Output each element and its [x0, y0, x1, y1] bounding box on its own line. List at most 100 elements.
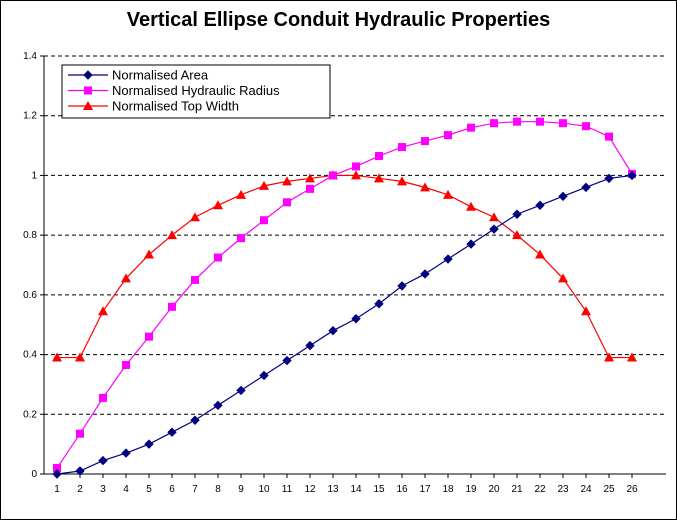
data-point-triangle	[489, 212, 499, 222]
legend-box	[61, 64, 331, 119]
data-point-diamond	[83, 70, 93, 80]
data-point-triangle	[190, 212, 200, 222]
data-point-square	[352, 162, 360, 171]
x-tick-label: 11	[282, 484, 293, 495]
data-point-diamond	[190, 415, 200, 425]
data-point-triangle	[351, 170, 361, 180]
data-point-diamond	[52, 469, 62, 479]
data-point-diamond	[374, 299, 384, 309]
x-tick-label: 14	[350, 484, 362, 495]
data-point-diamond	[98, 455, 108, 466]
data-point-triangle	[83, 101, 93, 110]
x-tick-label: 5	[146, 484, 152, 495]
x-tick-label: 25	[603, 484, 615, 495]
data-point-square	[605, 132, 613, 141]
data-point-triangle	[282, 176, 292, 186]
x-tick-label: 8	[215, 484, 221, 495]
x-tick-label: 23	[557, 484, 569, 495]
x-tick-label: 17	[419, 484, 431, 495]
data-point-triangle	[374, 173, 384, 183]
data-point-square	[398, 143, 406, 152]
data-point-triangle	[604, 352, 614, 362]
data-point-diamond	[328, 325, 338, 336]
series-area	[52, 170, 637, 479]
series-line	[56, 174, 633, 475]
data-point-square	[145, 332, 153, 341]
data-point-diamond	[282, 355, 292, 366]
data-point-square	[306, 184, 314, 193]
data-point-square	[237, 234, 245, 243]
data-point-square	[76, 429, 84, 438]
x-tick-label: 6	[169, 484, 175, 495]
data-point-square	[168, 302, 176, 311]
data-point-square	[122, 361, 130, 370]
x-tick-label: 1	[54, 484, 60, 495]
legend-item: Normalised Area	[68, 68, 209, 83]
data-point-triangle	[627, 352, 637, 362]
x-tick-label: 20	[488, 484, 500, 495]
x-tick-label: 22	[534, 484, 546, 495]
chart-title: Vertical Ellipse Conduit Hydraulic Prope…	[126, 9, 551, 31]
series-line	[57, 174, 632, 359]
data-point-triangle	[259, 180, 269, 190]
legend-label: Normalised Top Width	[112, 99, 239, 114]
data-point-square	[536, 117, 544, 126]
data-point-square	[421, 137, 429, 146]
data-point-diamond	[351, 314, 361, 324]
data-point-triangle	[167, 230, 177, 240]
x-tick-label: 26	[626, 484, 638, 495]
legend-label: Normalised Hydraulic Radius	[112, 83, 280, 98]
x-tick-label: 2	[77, 484, 83, 495]
series-hydraulic-radius	[53, 117, 636, 473]
x-tick-label: 24	[580, 484, 592, 495]
x-tick-label: 21	[511, 484, 523, 495]
data-point-square	[99, 393, 107, 402]
data-point-triangle	[98, 306, 108, 316]
y-tick-label: 1.2	[23, 111, 37, 122]
data-point-square	[191, 275, 199, 284]
data-point-diamond	[259, 370, 269, 381]
y-tick-label: 0.8	[23, 230, 37, 241]
data-point-diamond	[512, 209, 522, 219]
data-point-square	[53, 464, 61, 473]
data-point-diamond	[121, 448, 131, 458]
x-tick-label: 15	[373, 484, 385, 495]
data-point-triangle	[443, 189, 453, 199]
x-tick-label: 12	[304, 484, 316, 495]
axes	[43, 56, 666, 475]
y-axis-ticks: 0 0.2 0.4 0.6 0.8 1 1.2 1.4	[23, 51, 44, 480]
data-point-diamond	[466, 239, 476, 249]
data-point-diamond	[305, 340, 315, 351]
data-point-diamond	[558, 191, 568, 202]
data-point-square	[559, 119, 567, 128]
data-point-triangle	[75, 352, 85, 362]
x-tick-label: 9	[238, 484, 244, 495]
x-tick-label: 7	[192, 484, 198, 495]
data-point-triangle	[121, 273, 131, 283]
data-point-triangle	[52, 352, 62, 362]
data-point-triangle	[535, 249, 545, 259]
data-point-diamond	[420, 269, 430, 279]
data-point-square	[329, 171, 337, 180]
data-point-triangle	[144, 249, 154, 259]
data-point-diamond	[443, 254, 453, 264]
y-tick-label: 0.4	[23, 350, 37, 361]
data-point-triangle	[558, 273, 568, 283]
data-point-diamond	[489, 224, 499, 234]
data-point-diamond	[75, 466, 85, 476]
x-tick-label: 10	[258, 484, 270, 495]
data-point-square	[214, 253, 222, 262]
data-point-square	[375, 152, 383, 161]
y-tick-label: 0	[31, 469, 37, 480]
data-point-square	[283, 198, 291, 207]
data-point-diamond	[397, 281, 407, 291]
x-tick-label: 13	[327, 484, 339, 495]
data-point-diamond	[627, 170, 637, 181]
data-point-triangle	[397, 176, 407, 186]
data-point-triangle	[466, 201, 476, 211]
data-point-triangle	[420, 182, 430, 192]
series-top-width	[52, 170, 637, 362]
data-point-diamond	[144, 439, 154, 449]
